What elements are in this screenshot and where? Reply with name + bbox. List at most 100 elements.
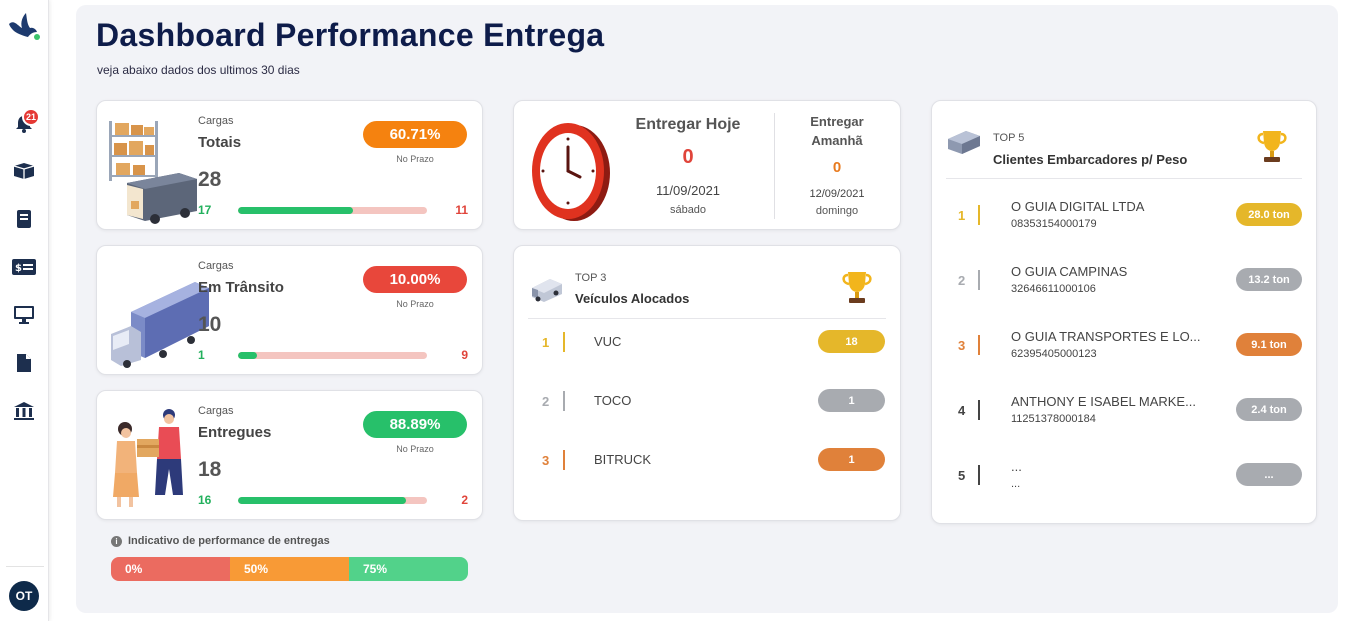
on-time-count: 1 [198,348,205,362]
client-rank-marker [978,205,980,225]
money-card-icon[interactable]: $ [12,255,36,279]
performance-bar-fill [238,497,406,504]
deliver-tomorrow-title-line2: Amanhã [811,133,863,148]
top-clients-card: TOP 5 Clientes Embarcadores p/ Peso 1 O … [931,100,1317,524]
bird-logo-icon[interactable] [6,10,42,44]
book-icon[interactable] [12,207,36,231]
truck-illustration [111,282,209,368]
on-time-caption: No Prazo [396,444,434,454]
late-count: 9 [461,348,468,362]
vehicle-count-badge: 18 [818,330,885,353]
on-time-percent-pill: 60.71% [363,121,467,148]
client-name: ANTHONY E ISABEL MARKE... [1011,394,1196,409]
metric-name: Entregues [198,424,272,441]
client-code: 62395405000123 [1011,348,1097,360]
client-rank-position: 3 [958,338,966,353]
client-code: ... [1011,478,1021,490]
client-rank-marker [978,465,980,485]
performance-bar-fill [238,352,257,359]
deliver-tomorrow-count: 0 [832,159,842,176]
vehicles-divider [528,318,886,319]
vehicle-name: TOCO [594,393,632,408]
performance-bar [238,207,427,214]
deliver-tomorrow-title-line1: Entregar [810,114,864,129]
info-icon: i [111,535,122,547]
delivery-divider [774,113,775,219]
vehicle-count-badge: 1 [818,389,885,412]
on-time-caption: No Prazo [396,299,434,309]
deliver-today-count: 0 [682,146,694,168]
client-rank-position: 2 [958,273,966,288]
deliver-tomorrow-weekday: domingo [815,205,859,217]
vehicle-count-badge: 1 [818,448,885,471]
vehicles-title: Veículos Alocados [575,291,690,306]
client-weight-badge: 9.1 ton [1236,333,1302,356]
on-time-caption: No Prazo [396,154,434,164]
late-count: 11 [455,203,468,217]
metric-value: 28 [198,168,222,191]
late-count: 2 [461,493,468,507]
client-name: ... [1011,459,1022,474]
metric-card-entregues: Cargas Entregues 18 88.89% No Prazo 16 2 [96,390,483,520]
on-time-count: 17 [198,203,212,217]
deliver-tomorrow-date: 12/09/2021 [809,188,865,200]
notification-badge: 21 [22,108,40,126]
metric-label: Cargas [198,405,234,417]
vehicle-rank-position: 2 [542,394,550,409]
metric-label: Cargas [198,115,234,127]
client-code: 32646611000106 [1011,283,1096,295]
client-weight-badge: 28.0 ton [1236,203,1302,226]
vehicle-rank-position: 1 [542,335,550,350]
deliver-today-weekday: sábado [669,204,707,216]
trophy-icon [842,272,872,303]
main-panel: Dashboard Performance Entrega veja abaix… [76,5,1338,613]
on-time-count: 16 [198,493,212,507]
deliver-today-title: Entregar Hoje [635,116,741,133]
client-rank-marker [978,400,980,420]
vehicle-name: BITRUCK [594,452,652,467]
delivery-handover-illustration [113,409,183,507]
legend-segment-0: 0% [111,557,230,581]
metric-card-em-transito: Cargas Em Trânsito 10 10.00% No Prazo 1 … [96,245,483,375]
warehouse-truck-illustration [109,121,197,224]
vehicle-rank-marker [563,391,565,411]
metric-name: Totais [198,134,242,151]
client-code: 11251378000184 [1011,413,1096,425]
vehicle-name: VUC [594,334,622,349]
clients-title: Clientes Embarcadores p/ Peso [993,152,1188,167]
box-icon[interactable] [12,159,36,183]
clients-top-label: TOP 5 [993,132,1025,144]
clients-divider [946,178,1302,179]
client-name: O GUIA CAMPINAS [1011,264,1128,279]
van-icon [532,279,562,302]
metric-value: 10 [198,313,222,336]
vehicle-rank-marker [563,450,565,470]
sidebar: 21 $ OT [0,0,49,621]
client-rank-position: 1 [958,208,966,223]
legend-title: i Indicativo de performance de entregas [111,535,330,547]
metric-name: Em Trânsito [198,279,284,296]
sidebar-divider [6,566,44,567]
delivery-schedule-card: Entregar Hoje 0 11/09/2021 sábado Entreg… [513,100,901,230]
client-rank-position: 5 [958,468,966,483]
top-vehicles-card: TOP 3 Veículos Alocados 1 VUC 18 2 TOCO 1… [513,245,901,521]
monitor-icon[interactable] [12,303,36,327]
vehicle-rank-marker [563,332,565,352]
performance-bar [238,352,427,359]
client-weight-badge: 13.2 ton [1236,268,1302,291]
performance-legend-bar: 0% 50% 75% [111,557,468,581]
bank-icon[interactable] [12,399,36,423]
on-time-percent-pill: 10.00% [363,266,467,293]
user-avatar[interactable]: OT [9,581,39,611]
client-name: O GUIA DIGITAL LTDA [1011,199,1145,214]
legend-segment-50: 50% [230,557,349,581]
trophy-icon [1257,131,1287,162]
metric-label: Cargas [198,260,234,272]
file-icon[interactable] [12,351,36,375]
performance-bar-fill [238,207,353,214]
legend-segment-75: 75% [349,557,468,581]
client-rank-marker [978,335,980,355]
client-name: O GUIA TRANSPORTES E LO... [1011,329,1201,344]
svg-text:$: $ [15,263,22,274]
metric-value: 18 [198,458,222,481]
